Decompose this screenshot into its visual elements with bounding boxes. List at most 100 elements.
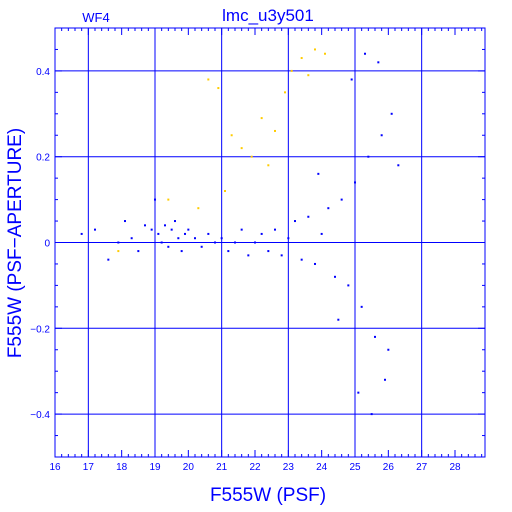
y-tick-label: 0.4 [36,67,50,78]
data-point [300,258,303,261]
data-point [167,245,170,248]
data-point [200,245,203,248]
data-point [274,129,276,132]
data-point [390,112,393,115]
x-tick-label: 28 [449,462,461,473]
data-point [384,378,386,381]
data-point [217,87,220,90]
data-point [284,91,286,94]
data-point [334,275,336,278]
data-point [117,250,120,253]
data-point [187,228,190,231]
data-point [234,241,236,244]
data-point [280,254,283,257]
data-point [267,164,270,167]
x-tick-label: 17 [83,462,95,473]
data-point [170,228,173,231]
data-point [150,228,153,231]
data-point [240,228,243,231]
data-point [397,164,400,167]
data-point [260,117,263,120]
data-point [214,241,216,244]
data-points [80,48,400,416]
data-point [240,147,243,150]
data-point [370,413,373,416]
data-point [250,155,253,158]
x-tick-label: 21 [216,462,228,473]
data-point [194,237,196,240]
data-point [180,250,183,253]
data-point [314,262,316,265]
chip-label: WF4 [82,10,109,25]
data-point [337,318,340,321]
data-point [117,241,120,244]
x-tick-label: 23 [283,462,295,473]
data-point [290,69,293,72]
data-point [224,190,226,193]
data-point [374,335,376,338]
data-point [94,228,96,231]
x-tick-label: 27 [416,462,428,473]
data-point [307,215,310,218]
data-point [287,237,290,240]
data-point [254,241,256,244]
y-axis-label: F555W (PSF−APERTURE) [5,128,26,358]
data-point [197,207,200,210]
data-point [80,232,83,235]
data-point [207,232,210,235]
y-tick-label: −0.4 [30,410,50,421]
data-point [207,78,210,81]
data-point [220,237,223,240]
data-point [247,254,250,257]
data-point [367,155,370,158]
data-point [360,305,363,308]
x-tick-label: 20 [183,462,195,473]
x-tick-label: 16 [49,462,61,473]
data-point [377,61,380,64]
data-point [130,237,133,240]
data-point [357,391,360,394]
data-point [124,220,126,223]
data-point [317,172,320,175]
data-point [230,134,233,137]
x-tick-label: 25 [349,462,361,473]
data-point [340,198,343,201]
data-point [144,224,146,227]
grid [55,28,485,457]
data-point [260,232,263,235]
data-point [327,207,330,210]
data-point [354,181,356,184]
data-point [137,250,140,253]
data-point [184,232,186,235]
data-point [294,220,296,223]
y-tick-label: −0.2 [30,324,50,335]
x-axis-label: F555W (PSF) [210,485,326,506]
data-point [380,134,383,137]
axes: 16 17 18 19 20 21 22 23 24 25 26 27 28 −0.4 −0.2 0 0.2 0.… [30,27,486,473]
y-tick-label: 0.2 [36,153,50,164]
data-point [274,228,276,231]
x-tick-label: 24 [316,462,328,473]
data-point [300,57,303,60]
data-point [314,48,316,51]
data-point [267,250,270,253]
data-point [177,237,180,240]
x-tick-label: 26 [383,462,395,473]
data-point [157,232,160,235]
data-point [167,198,170,201]
data-point [364,52,366,55]
x-tick-label: 18 [116,462,128,473]
data-point [160,241,163,244]
data-point [387,348,390,351]
data-point [164,224,166,227]
x-tick-label: 22 [249,462,261,473]
data-point [320,232,323,235]
data-point [174,220,176,223]
y-tick-label: 0 [44,239,50,250]
chart-title: lmc_u3y501 [222,6,314,25]
data-point [154,198,156,201]
data-point [350,78,353,81]
data-point [347,284,350,287]
data-point [107,258,110,261]
